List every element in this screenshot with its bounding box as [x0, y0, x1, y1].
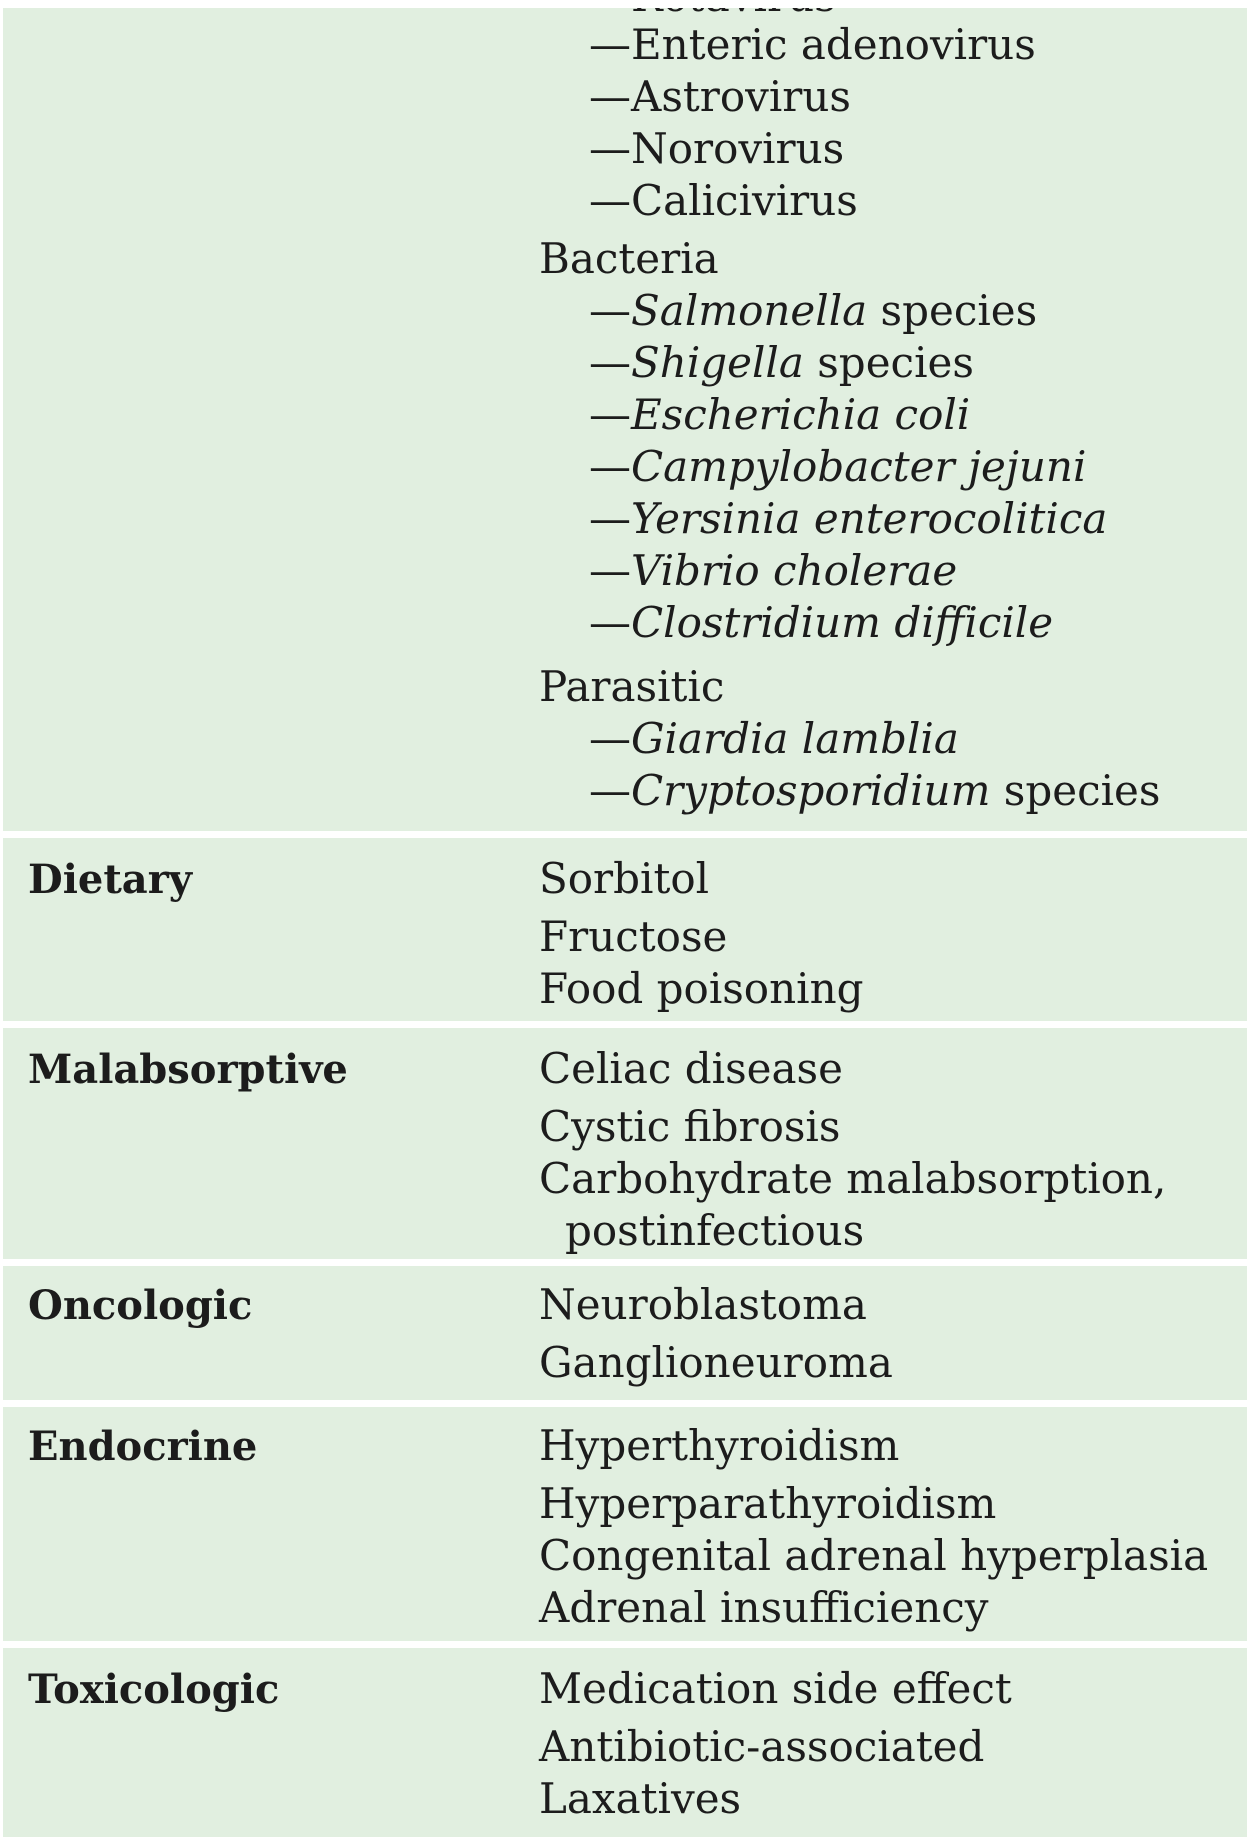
parasitic-heading: Parasitic: [539, 662, 725, 711]
bacteria-heading: Bacteria: [539, 234, 719, 283]
category-label: Oncologic: [28, 1282, 253, 1329]
list-item: Congenital adrenal hyperplasia: [539, 1531, 1209, 1580]
list-item: Celiac disease: [539, 1044, 843, 1093]
list-item-viral: —Norovirus: [589, 124, 845, 173]
list-item-bacteria: —Vibrio cholerae: [589, 546, 958, 595]
list-item-viral: —Calicivirus: [589, 176, 858, 225]
list-item: Ganglioneuroma: [539, 1338, 893, 1387]
table-row-malabsorptive: Malabsorptive Celiac disease Cystic fibr…: [3, 1028, 1247, 1266]
category-label: Malabsorptive: [28, 1046, 348, 1093]
list-item: Hyperthyroidism: [539, 1421, 900, 1470]
list-item: Adrenal insufficiency: [539, 1583, 989, 1632]
list-item-viral: —Enteric adenovirus: [589, 20, 1036, 69]
list-item: Hyperparathyroidism: [539, 1479, 997, 1528]
list-item: Fructose: [539, 912, 728, 961]
table-row-infectious: —Rotavirus —Enteric adenovirus —Astrovir…: [3, 0, 1247, 838]
list-item: Carbohydrate malabsorption,: [539, 1154, 1167, 1203]
list-item-continued: postinfectious: [565, 1206, 865, 1255]
category-label: Endocrine: [28, 1423, 258, 1470]
table-row-endocrine: Endocrine Hyperthyroidism Hyperparathyro…: [3, 1407, 1247, 1648]
list-item-viral: —Astrovirus: [589, 72, 851, 121]
list-item: Medication side effect: [539, 1664, 1012, 1713]
list-item-parasitic: —Cryptosporidium species: [589, 766, 1161, 815]
category-label: Toxicologic: [28, 1666, 280, 1713]
list-item-bacteria: —Shigella species: [589, 338, 974, 387]
category-label: Dietary: [28, 856, 193, 903]
list-item-bacteria: —Yersinia enterocolitica: [589, 494, 1108, 543]
list-item-bacteria: —Escherichia coli: [589, 390, 971, 439]
table-row-dietary: Dietary Sorbitol Fructose Food poisoning: [3, 838, 1247, 1028]
list-item-bacteria: —Clostridium difficile: [589, 598, 1054, 647]
table-row-oncologic: Oncologic Neuroblastoma Ganglioneuroma: [3, 1266, 1247, 1407]
list-item: Sorbitol: [539, 854, 710, 903]
list-item-parasitic: —Giardia lamblia: [589, 714, 959, 763]
list-item: Neuroblastoma: [539, 1280, 867, 1329]
list-item-bacteria: —Campylobacter jejuni: [589, 442, 1087, 491]
list-item-bacteria: —Salmonella species: [589, 286, 1038, 335]
list-item: Food poisoning: [539, 964, 864, 1013]
top-edge: [0, 0, 1247, 8]
list-item: Antibiotic-associated: [539, 1722, 985, 1771]
list-item: Cystic fibrosis: [539, 1102, 841, 1151]
list-item: Laxatives: [539, 1774, 742, 1823]
etiology-table: —Rotavirus —Enteric adenovirus —Astrovir…: [3, 0, 1247, 1837]
table-row-toxicologic: Toxicologic Medication side effect Antib…: [3, 1648, 1247, 1837]
